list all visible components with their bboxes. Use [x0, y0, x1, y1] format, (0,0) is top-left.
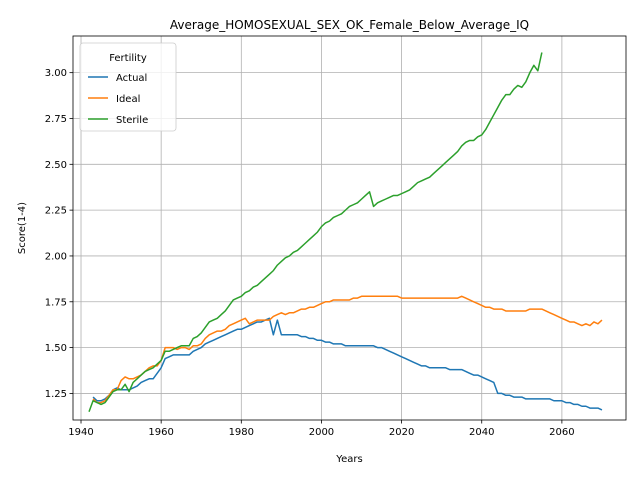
series-line-ideal [92, 295, 603, 404]
y-tick-label: 1.75 [45, 297, 67, 308]
series-line-sterile [88, 52, 543, 413]
x-tick-label: 2040 [469, 427, 494, 438]
axis-ticks: 1940 1960 1980 2000 2020 2040 2060 1.25 1.50 1.75… [45, 68, 575, 438]
legend-label-sterile: Sterile [116, 115, 148, 126]
legend-box [79, 42, 177, 132]
y-tick-label: 2.50 [45, 160, 67, 171]
y-tick-label: 3.00 [45, 68, 67, 79]
legend-label-ideal: Ideal [116, 94, 140, 105]
x-tick-label: 1940 [68, 427, 93, 438]
y-tick-label: 2.75 [45, 114, 67, 125]
chart-title: Average_HOMOSEXUAL_SEX_OK_Female_Below_A… [170, 18, 529, 32]
legend-title: Fertility [109, 53, 147, 64]
y-axis-label: Score(1-4) [17, 202, 28, 254]
x-tick-label: 2000 [309, 427, 334, 438]
series-lines [88, 52, 603, 413]
x-tick-label: 1980 [229, 427, 254, 438]
y-tick-label: 1.25 [45, 389, 67, 400]
x-tick-label: 1960 [148, 427, 173, 438]
series-line-actual [92, 317, 603, 411]
legend-label-actual: Actual [116, 73, 147, 84]
x-tick-label: 2060 [549, 427, 574, 438]
y-tick-label: 2.00 [45, 251, 67, 262]
plot-frame [72, 35, 627, 421]
legend: Fertility Actual Ideal Sterile [79, 42, 177, 132]
x-tick-label: 2020 [389, 427, 414, 438]
y-tick-label: 2.25 [45, 206, 67, 217]
legend-entries: Actual Ideal Sterile [88, 73, 148, 126]
x-axis-label: Years [335, 454, 362, 465]
y-tick-label: 1.50 [45, 343, 67, 354]
